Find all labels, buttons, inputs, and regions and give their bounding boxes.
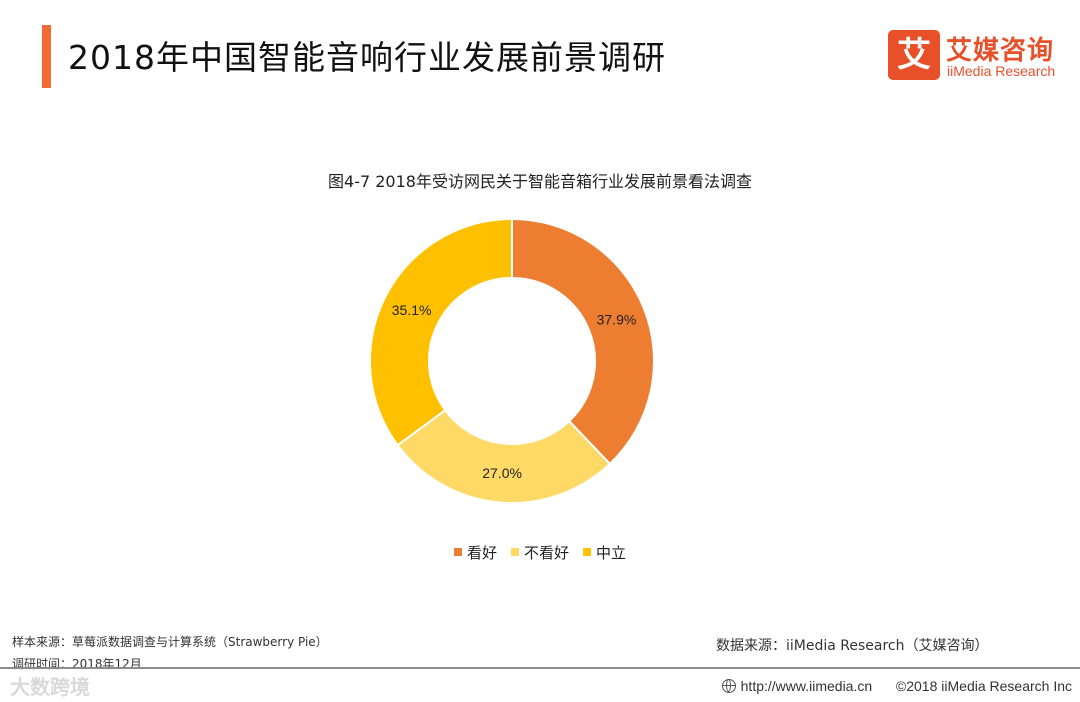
logo-name-cn: 艾媒咨询 [946, 36, 1055, 66]
donut-slice-3 [369, 217, 513, 447]
legend-item-2: 不看好 [510, 542, 569, 563]
donut-label-1: 37.9% [597, 311, 637, 327]
legend-item-1: 看好 [453, 542, 497, 563]
legend-label: 中立 [596, 544, 627, 562]
logo-mark: 艾 [888, 30, 940, 80]
legend-label: 不看好 [523, 544, 569, 562]
footer: http://www.iimedia.cn ©2018 iiMedia Rese… [721, 678, 1072, 694]
title-accent-bar [42, 25, 51, 88]
chart-title: 图4-7 2018年受访网民关于智能音箱行业发展前景看法调查 [328, 172, 752, 191]
legend-swatch [583, 547, 591, 556]
donut-slice-2 [396, 408, 612, 504]
footer-url[interactable]: http://www.iimedia.cn [740, 678, 873, 694]
footer-copyright: ©2018 iiMedia Research Inc [895, 678, 1072, 694]
legend-item-3: 中立 [583, 542, 626, 563]
logo-name-en: iiMedia Research [947, 63, 1056, 79]
donut-label-3: 35.1% [392, 302, 432, 318]
donut-label-2: 27.0% [482, 465, 522, 481]
globe-icon [721, 679, 736, 694]
legend-swatch [510, 547, 519, 556]
page-title: 2018年中国智能音响行业发展前景调研 [68, 38, 666, 77]
chart-legend: 看好 不看好 中立 [0, 542, 1080, 563]
legend-label: 看好 [466, 544, 497, 562]
sample-source: 样本来源：草莓派数据调查与计算系统（Strawberry Pie） [12, 635, 328, 649]
iimedia-logo: 艾 艾媒咨询 iiMedia Research [888, 30, 1068, 82]
donut-slice-1 [511, 217, 655, 466]
legend-swatch [453, 547, 462, 556]
watermark: 大数跨境 [10, 675, 90, 699]
data-source: 数据来源：iiMedia Research（艾媒咨询） [716, 638, 989, 654]
footer-divider [0, 667, 1080, 669]
